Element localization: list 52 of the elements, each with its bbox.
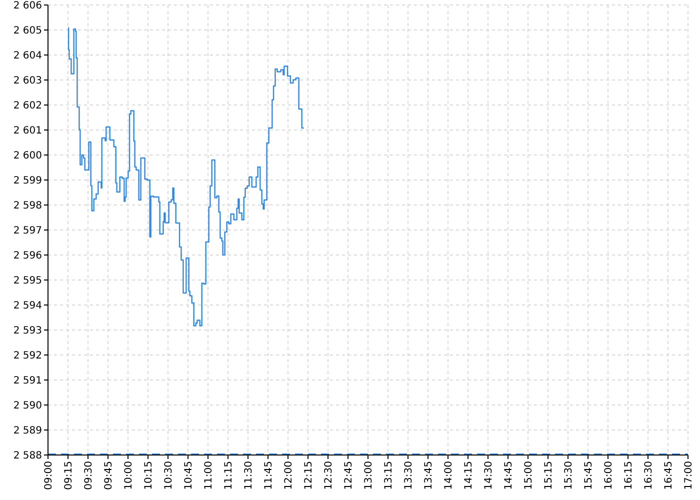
y-tick-label: 2 594 [13, 300, 42, 312]
y-tick-label: 2 588 [13, 450, 42, 462]
x-tick-label: 09:45 [104, 461, 114, 490]
y-tick-label: 2 591 [13, 376, 42, 386]
x-tick-label: 11:30 [244, 461, 254, 490]
x-tick-label: 12:30 [324, 461, 334, 490]
x-tick-label: 09:30 [84, 461, 94, 490]
y-tick-label: 2 602 [13, 100, 42, 112]
x-tick-label: 11:45 [264, 461, 274, 490]
x-tick-label: 16:30 [644, 461, 654, 490]
y-tick-label: 2 598 [13, 200, 42, 212]
x-tick-label: 12:15 [304, 461, 314, 490]
x-tick-label: 17:00 [684, 461, 694, 490]
y-tick-label: 2 590 [13, 400, 42, 412]
x-tick-label: 10:00 [124, 461, 134, 490]
y-tick-label: 2 592 [13, 350, 42, 362]
x-tick-label: 14:15 [464, 461, 474, 490]
x-tick-label: 10:15 [144, 461, 154, 490]
x-tick-label: 15:00 [524, 461, 534, 490]
x-tick-label: 15:30 [564, 461, 574, 490]
y-tick-label: 2 597 [13, 226, 42, 236]
y-tick-label: 2 593 [13, 326, 42, 336]
y-tick-label: 2 589 [13, 426, 42, 436]
x-tick-label: 15:15 [544, 461, 554, 490]
x-tick-label: 09:00 [44, 461, 54, 490]
y-tick-label: 2 601 [13, 126, 42, 136]
x-tick-label: 16:15 [624, 461, 634, 490]
x-tick-label: 14:30 [484, 461, 494, 490]
x-tick-label: 09:15 [64, 461, 74, 490]
x-tick-label: 13:30 [404, 461, 414, 490]
x-tick-label: 10:30 [164, 461, 174, 490]
y-tick-label: 2 605 [13, 26, 42, 36]
x-tick-label: 13:00 [364, 461, 374, 490]
y-tick-label: 2 606 [13, 0, 42, 12]
x-tick-label: 13:15 [384, 461, 394, 490]
x-tick-label: 13:45 [424, 461, 434, 490]
x-tick-label: 12:00 [284, 461, 294, 490]
x-tick-label: 14:00 [444, 461, 454, 490]
y-tick-label: 2 596 [13, 250, 42, 262]
x-tick-label: 16:00 [604, 461, 614, 490]
x-tick-label: 11:15 [224, 461, 234, 490]
y-tick-label: 2 600 [13, 150, 42, 162]
x-tick-label: 16:45 [664, 461, 674, 490]
x-tick-label: 15:45 [584, 461, 594, 490]
y-tick-label: 2 603 [13, 76, 42, 86]
x-tick-label: 14:45 [504, 461, 514, 490]
y-tick-label: 2 595 [13, 276, 42, 286]
x-tick-label: 11:00 [204, 461, 214, 490]
x-tick-label: 12:45 [344, 461, 354, 490]
x-tick-label: 10:45 [184, 461, 194, 490]
y-tick-label: 2 599 [13, 176, 42, 186]
y-tick-label: 2 604 [13, 50, 42, 62]
